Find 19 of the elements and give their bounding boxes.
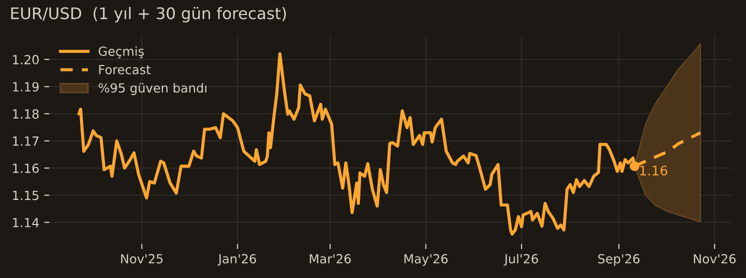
annotation: 1.16	[640, 166, 668, 176]
y-tick-label: 1.18	[13, 109, 39, 119]
y-tick-label: 1.15	[13, 190, 38, 200]
legend-label: Geçmiş	[98, 46, 144, 58]
x-tick-label: Jul'26	[504, 254, 538, 266]
x-tick-label: Nov'26	[694, 254, 736, 264]
legend-label: Forecast	[99, 65, 151, 74]
y-tick-label: 1.20	[13, 54, 39, 64]
x-tick-label: Jan'26	[218, 254, 256, 266]
x-tick-label: May'26	[404, 254, 448, 266]
x-tick-label: Sep'26	[598, 254, 640, 266]
y-tick-label: 1.16	[13, 164, 39, 173]
y-tick-label: 1.19	[13, 82, 39, 92]
y-tick-label: 1.17	[13, 136, 38, 146]
annotation: %95 güven bandı	[98, 82, 206, 96]
chart-title: EUR/USD (1 yıl + 30 gün forecast)	[11, 6, 286, 22]
y-tick-label: 1.14	[13, 218, 39, 228]
x-tick-label: Nov'25	[121, 254, 163, 264]
x-tick-label: Mar'26	[310, 254, 351, 264]
